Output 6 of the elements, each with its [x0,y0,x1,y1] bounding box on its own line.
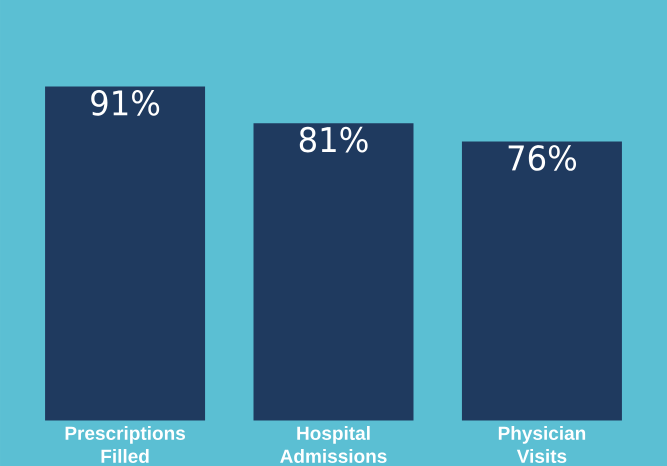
data-label: 81% [300,126,368,152]
x-tick-label: Hospital Admissions [280,426,387,463]
x-tick-label: Physician Visits [498,426,586,463]
x-tick-label: Prescriptions Filled [66,426,186,463]
data-label: 91% [91,90,160,116]
data-label: 76% [508,144,576,171]
